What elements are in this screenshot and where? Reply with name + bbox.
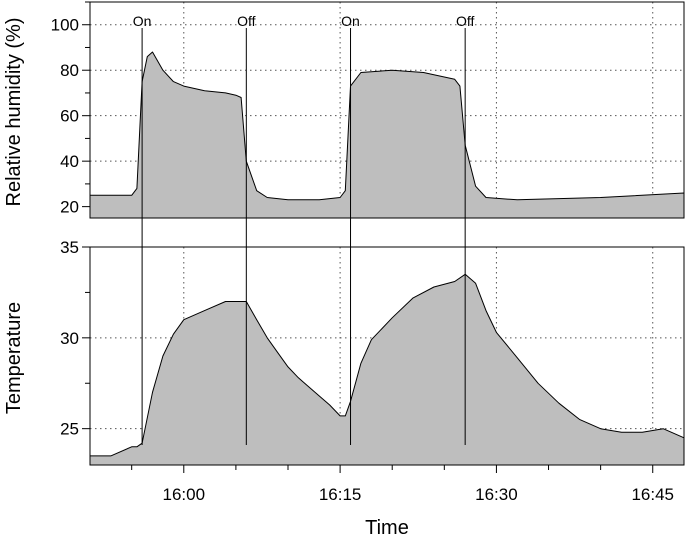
- y-tick-label: 25: [60, 420, 79, 439]
- humidity-axis-label: Relative humidity (%): [3, 18, 25, 207]
- x-axis-label: Time: [365, 517, 409, 539]
- temperature-panel: 25 30 35 Temperature: [3, 238, 685, 466]
- y-tick-label: 100: [51, 16, 79, 35]
- x-tick-label: 16:00: [163, 485, 206, 504]
- humidity-plot-frame: [89, 1, 685, 219]
- y-tick-label: 80: [60, 61, 79, 80]
- humidity-area-series: [89, 51, 685, 219]
- y-tick-label: 60: [60, 107, 79, 126]
- event-label-on: On: [133, 13, 152, 29]
- event-label-on: On: [341, 13, 360, 29]
- event-label-off: Off: [237, 13, 256, 29]
- temperature-axis-label: Temperature: [3, 302, 25, 414]
- x-tick-label: 16:45: [631, 485, 674, 504]
- y-tick-label: 35: [60, 238, 79, 257]
- x-tick-label: 16:15: [319, 485, 362, 504]
- y-tick-label: 30: [60, 329, 79, 348]
- event-markers: On Off On Off: [133, 13, 475, 445]
- humidity-y-ticks: 20 40 60 80 100: [51, 1, 90, 217]
- event-label-off: Off: [456, 13, 475, 29]
- x-axis: 16:00 16:15 16:30 16:45: [131, 465, 674, 504]
- temperature-area-series: [89, 273, 685, 466]
- temperature-plot-frame: [89, 246, 685, 466]
- y-tick-label: 40: [60, 152, 79, 171]
- humidity-panel: 20 40 60 80 100 Relative humidity (%): [3, 1, 685, 219]
- y-tick-label: 20: [60, 198, 79, 217]
- x-tick-label: 16:30: [475, 485, 518, 504]
- temperature-y-ticks: 25 30 35: [60, 238, 90, 439]
